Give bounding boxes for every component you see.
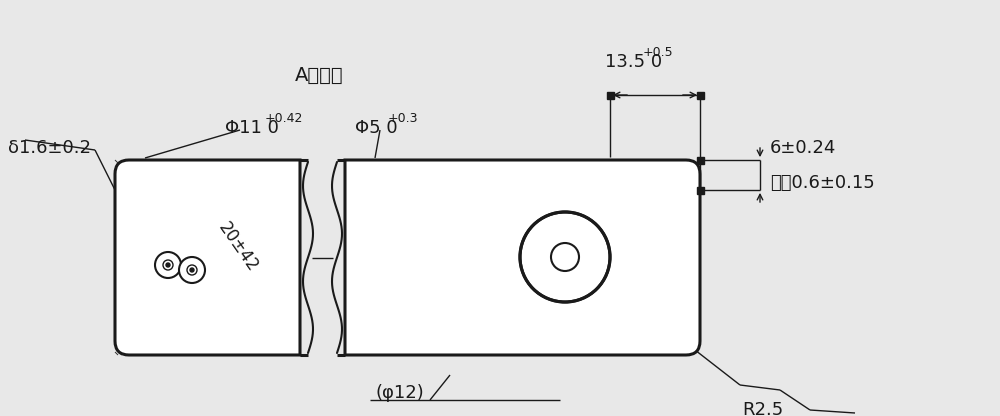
Bar	[696, 186, 704, 193]
Circle shape	[166, 263, 170, 267]
Circle shape	[187, 265, 197, 275]
Text: +0.3: +0.3	[388, 111, 418, 124]
Text: +0.5: +0.5	[643, 45, 674, 59]
Text: 厚度0.6±0.15: 厚度0.6±0.15	[770, 174, 875, 192]
PathPatch shape	[345, 160, 700, 355]
Text: 6±0.24: 6±0.24	[770, 139, 836, 157]
Circle shape	[190, 268, 194, 272]
Circle shape	[179, 257, 205, 283]
Circle shape	[520, 212, 610, 302]
Text: +0.42: +0.42	[265, 111, 303, 124]
Text: Φ5 0: Φ5 0	[355, 119, 398, 137]
Text: R2.5: R2.5	[742, 401, 783, 416]
Text: A向展开: A向展开	[295, 65, 344, 84]
Text: δ1.6±0.2: δ1.6±0.2	[8, 139, 91, 157]
PathPatch shape	[115, 160, 300, 355]
Circle shape	[551, 243, 579, 271]
Circle shape	[163, 260, 173, 270]
Bar	[115, 160, 300, 355]
Text: 13.5 0: 13.5 0	[605, 53, 662, 71]
Circle shape	[155, 252, 181, 278]
Bar	[696, 92, 704, 99]
Bar	[606, 92, 614, 99]
Text: Φ11 0: Φ11 0	[225, 119, 279, 137]
Bar	[696, 156, 704, 163]
Text: (φ12): (φ12)	[376, 384, 424, 402]
Text: 20±42: 20±42	[215, 219, 261, 276]
